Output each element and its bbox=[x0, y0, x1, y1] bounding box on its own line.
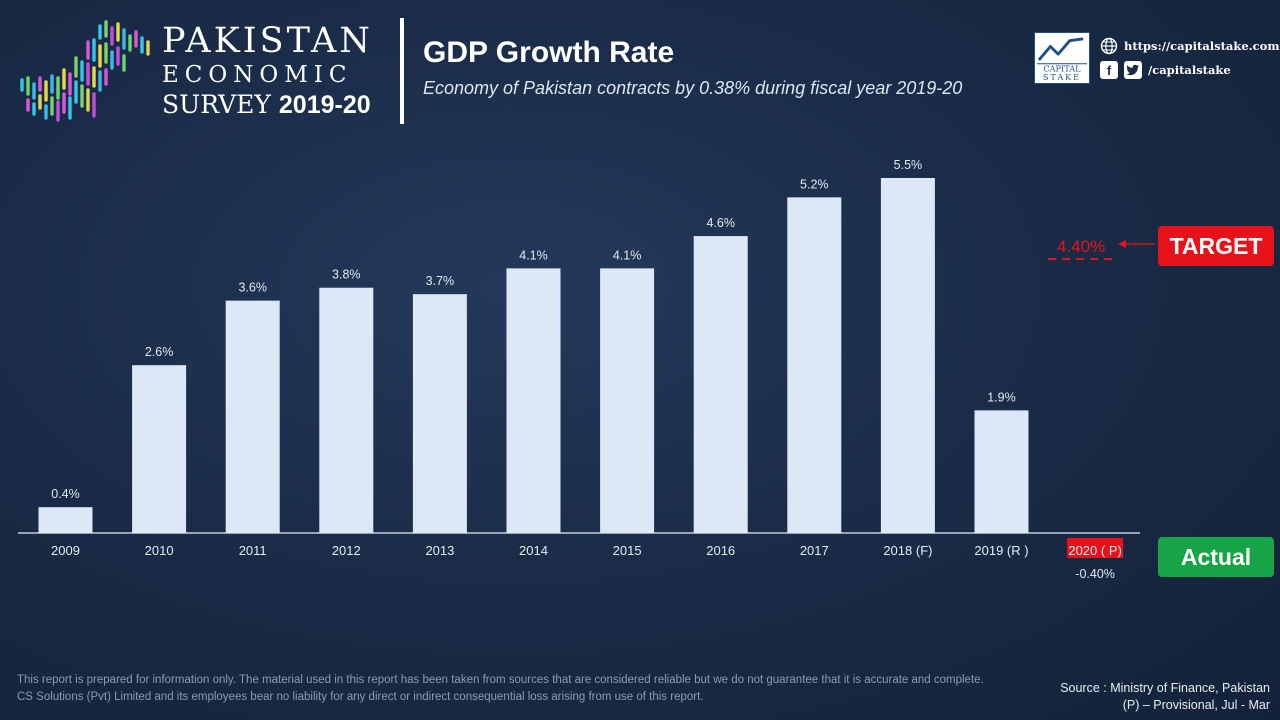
category-label: 2014 bbox=[519, 543, 548, 558]
category-label: 2018 (F) bbox=[883, 543, 932, 558]
facebook-icon[interactable]: f bbox=[1100, 61, 1118, 79]
social-row[interactable]: f /capitalstake bbox=[1100, 61, 1231, 79]
source-note: Source : Ministry of Finance, Pakistan (… bbox=[1060, 680, 1270, 714]
source-line-2: (P) – Provisional, Jul - Mar bbox=[1122, 698, 1270, 712]
value-label: 4.6% bbox=[706, 216, 735, 230]
disclaimer: This report is prepared for information … bbox=[17, 672, 984, 706]
value-label: -0.40% bbox=[1075, 567, 1115, 581]
bar-2010 bbox=[132, 365, 187, 533]
category-label: 2009 bbox=[51, 543, 80, 558]
bar-2017 bbox=[787, 197, 842, 533]
target-badge: TARGET bbox=[1158, 226, 1274, 266]
value-label: 2.6% bbox=[145, 345, 174, 359]
value-label: 1.9% bbox=[987, 390, 1016, 404]
target-value-label: 4.40% bbox=[1057, 237, 1105, 256]
pakistan-map-logo bbox=[20, 20, 150, 122]
category-label: 2017 bbox=[800, 543, 829, 558]
category-label: 2016 bbox=[706, 543, 735, 558]
disclaimer-line-1: This report is prepared for information … bbox=[17, 674, 984, 686]
bar-series bbox=[38, 178, 1029, 533]
capital-stake-logo: CAPITAL STAKE bbox=[1034, 32, 1090, 84]
brand-line-2: ECONOMIC bbox=[162, 62, 353, 88]
category-label: 2010 bbox=[145, 543, 174, 558]
brand-line-3: SURVEY 2019-20 bbox=[162, 90, 384, 120]
website-row[interactable]: https://capitalstake.com bbox=[1100, 37, 1280, 55]
category-label: 2011 bbox=[239, 543, 267, 558]
page-title: GDP Growth Rate bbox=[423, 36, 675, 69]
economic-survey-brand: PAKISTAN ECONOMIC SURVEY 2019-20 bbox=[162, 22, 384, 120]
twitter-icon[interactable] bbox=[1124, 61, 1142, 79]
actual-badge: Actual bbox=[1158, 537, 1274, 577]
value-label: 0.4% bbox=[51, 487, 80, 501]
bar-2015 bbox=[600, 268, 655, 533]
bar-2012 bbox=[319, 287, 374, 533]
value-label: 5.5% bbox=[894, 158, 923, 172]
value-label: 4.1% bbox=[519, 248, 548, 262]
bar-2019 (R ) bbox=[974, 410, 1029, 533]
brand-line-1: PAKISTAN bbox=[162, 21, 373, 61]
brand-year: 2019-20 bbox=[278, 91, 371, 119]
category-label: 2013 bbox=[425, 543, 454, 558]
header-divider bbox=[400, 18, 404, 124]
value-label: 4.1% bbox=[613, 248, 642, 262]
bar-2016 bbox=[693, 236, 748, 533]
bar-2009 bbox=[38, 507, 93, 533]
target-marker: 4.40% bbox=[1048, 237, 1155, 260]
bar-2011 bbox=[225, 300, 280, 533]
social-handle[interactable]: /capitalstake bbox=[1148, 63, 1231, 77]
category-label: 2019 (R ) bbox=[974, 543, 1028, 558]
category-label: 2020 ( P) bbox=[1068, 543, 1121, 558]
category-label: 2012 bbox=[332, 543, 361, 558]
gdp-growth-chart: 0.4% 2.6% 3.6% 3.8% 3.7% 4.1% 4.1% 4.6% 5.2% 5.5%… bbox=[18, 158, 1155, 581]
category-label: 2015 bbox=[613, 543, 642, 558]
value-label: 5.2% bbox=[800, 177, 829, 191]
globe-icon bbox=[1100, 37, 1118, 55]
capital-stake-logo-line2: STAKE bbox=[1043, 72, 1081, 82]
page-subtitle: Economy of Pakistan contracts by 0.38% d… bbox=[423, 78, 963, 98]
brand-survey-word: SURVEY bbox=[162, 90, 271, 119]
bar-2013 bbox=[412, 294, 467, 533]
bar-2018 (F) bbox=[880, 178, 935, 533]
disclaimer-line-2: CS Solutions (Pvt) Limited and its emplo… bbox=[17, 691, 704, 703]
source-line-1: Source : Ministry of Finance, Pakistan bbox=[1060, 681, 1270, 695]
value-label: 3.8% bbox=[332, 268, 361, 282]
value-labels: 0.4% 2.6% 3.6% 3.8% 3.7% 4.1% 4.1% 4.6% 5.2% 5.5%… bbox=[51, 158, 1115, 581]
website-link[interactable]: https://capitalstake.com bbox=[1124, 39, 1280, 53]
category-labels: 2009 2010 2011 2012 2013 2014 2015 2016 2017 2018… bbox=[51, 538, 1124, 558]
value-label: 3.7% bbox=[426, 274, 455, 288]
value-label: 3.6% bbox=[238, 281, 267, 295]
bar-2014 bbox=[506, 268, 561, 533]
target-arrow-head bbox=[1118, 240, 1126, 248]
capital-stake-logo-line1: CAPITAL bbox=[1043, 63, 1081, 73]
highlight-box bbox=[1067, 538, 1124, 558]
